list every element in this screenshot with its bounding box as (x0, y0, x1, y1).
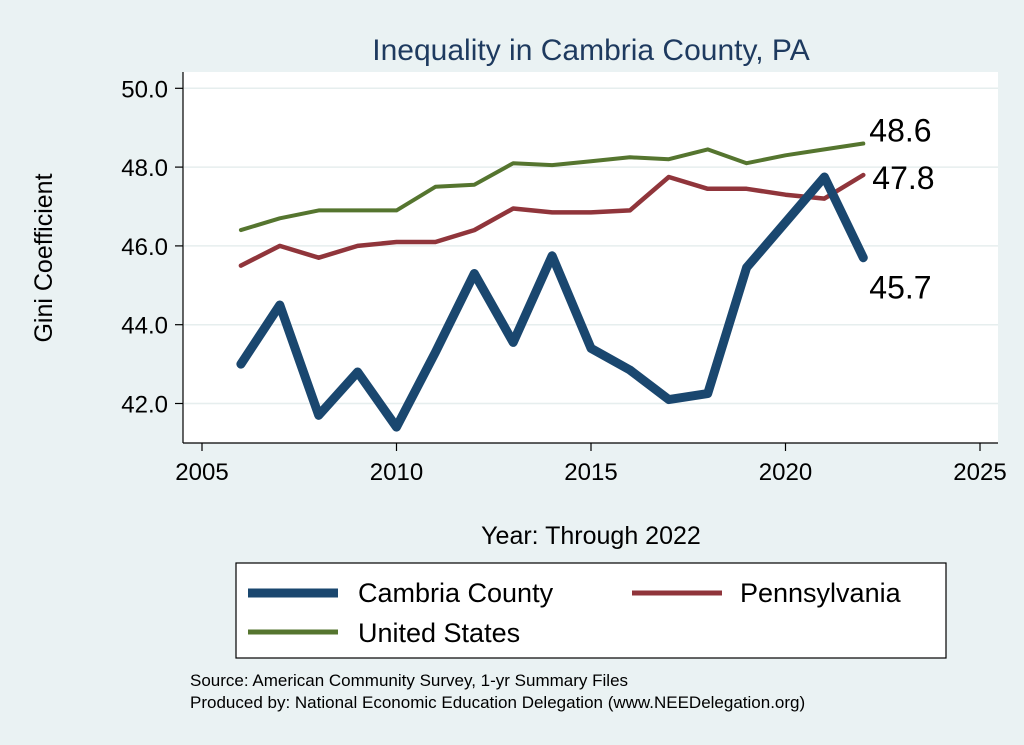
end-label-united-states: 48.6 (869, 112, 931, 148)
y-tick-label: 44.0 (121, 313, 168, 340)
chart-title: Inequality in Cambria County, PA (372, 34, 809, 67)
x-tick-label: 2010 (370, 459, 423, 486)
x-tick-label: 2020 (759, 459, 812, 486)
legend-label-cambria: Cambria County (358, 578, 554, 608)
legend-label-united-states: United States (358, 618, 520, 648)
series-line-united-states (238, 141, 866, 233)
end-label-pennsylvania: 47.8 (872, 160, 934, 196)
axis-ticks: 42.0 44.0 46.0 48.0 50.0 2005 2010 2015 2020 2025 (121, 76, 1006, 486)
x-tick-label: 2015 (564, 459, 617, 486)
y-tick-label: 46.0 (121, 234, 168, 261)
series-lines (236, 141, 868, 432)
series-line-pennsylvania (238, 172, 866, 268)
series-line-cambria-county (236, 172, 868, 432)
legend-label-pennsylvania: Pennsylvania (740, 578, 902, 608)
y-tick-label: 48.0 (121, 155, 168, 182)
x-axis-label: Year: Through 2022 (481, 522, 701, 550)
x-tick-label: 2025 (953, 459, 1006, 486)
produced-by-line: Produced by: National Economic Education… (190, 693, 805, 712)
legend-box (235, 562, 947, 659)
source-line: Source: American Community Survey, 1-yr … (190, 671, 628, 690)
end-labels: 45.7 47.8 48.6 (869, 112, 934, 305)
y-tick-label: 50.0 (121, 76, 168, 103)
end-label-cambria-county: 45.7 (869, 270, 931, 306)
y-axis-label: Gini Coefficient (30, 173, 58, 342)
x-tick-label: 2005 (175, 459, 228, 486)
y-tick-label: 42.0 (121, 392, 168, 419)
legend: Cambria County Pennsylvania United State… (235, 562, 947, 659)
